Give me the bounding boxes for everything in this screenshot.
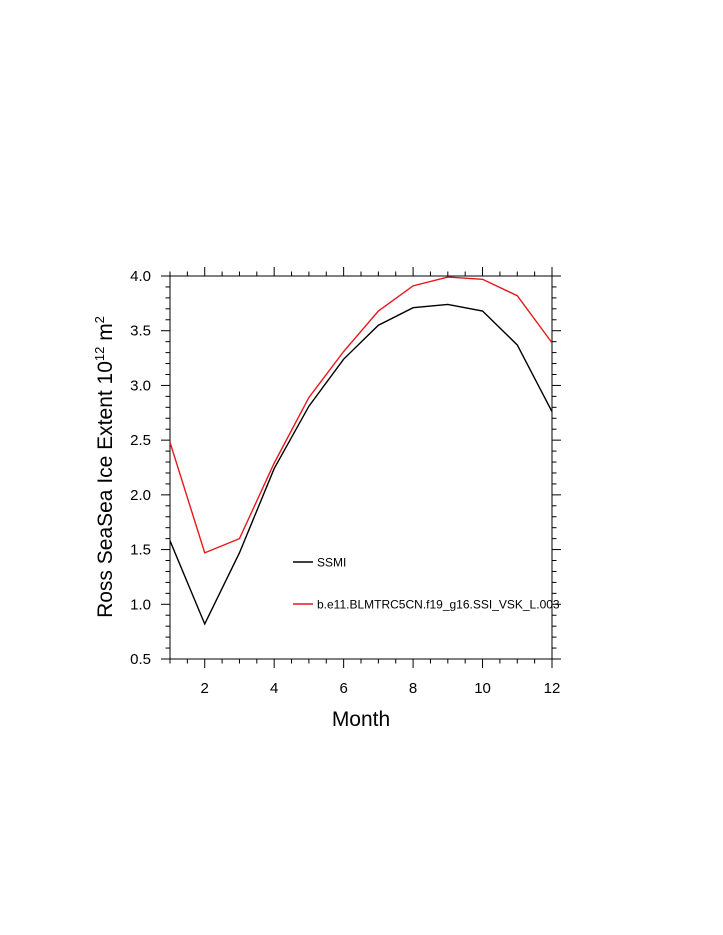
y-axis-title-exp1: 12 [92,347,107,361]
x-tick-label: 10 [474,680,491,697]
x-tick-label: 12 [544,680,561,697]
y-tick-label: 1.5 [130,542,151,559]
legend: SSMI b.e11.BLMTRC5CN.f19_g16.SSI_VSK_L.00… [293,556,560,612]
legend-label-2: b.e11.BLMTRC5CN.f19_g16.SSI_VSK_L.003 [317,598,560,612]
y-tick-label: 1.0 [130,596,151,613]
y-axis-title-prefix: Ross SeaSea Ice Extent 10 [94,361,117,618]
y-tick-label: 3.0 [130,377,151,394]
legend-label-1: SSMI [317,556,346,570]
series-line-2 [170,276,552,554]
x-tick-label: 4 [270,680,278,697]
series-lines [170,276,552,626]
series-line-1 [170,303,552,626]
axis-ticks: 2 4 6 8 10 12 0.5 1.0 1.5 2.0 2.5 3.0 3.5 4.0 [130,267,561,697]
y-tick-label: 3.5 [130,323,151,340]
y-tick-label: 2.5 [130,432,151,449]
y-tick-label: 4.0 [130,268,151,285]
y-axis-title-mid: m [94,323,117,346]
x-tick-label: 8 [409,680,417,697]
y-tick-label: 2.0 [130,487,151,504]
y-axis-title: Ross SeaSea Ice Extent 1012 m2 [92,316,117,618]
x-tick-label: 2 [201,680,209,697]
x-tick-label: 6 [339,680,347,697]
y-tick-label: 0.5 [130,651,151,668]
x-axis-title: Month [332,708,390,731]
y-axis-title-exp2: 2 [92,316,107,323]
